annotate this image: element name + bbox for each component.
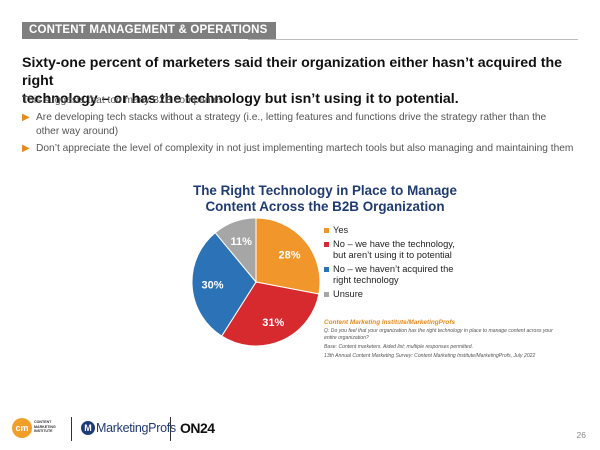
legend-label: Unsure <box>333 288 363 299</box>
pie-slice-label: 11% <box>231 236 253 248</box>
pie-slice <box>191 231 257 337</box>
bullet-line-2: other way around) <box>36 126 119 137</box>
pie-slice <box>214 217 257 284</box>
chart-title-line-1: The Right Technology in Place to Manage <box>193 183 457 198</box>
headline-line-1: Sixty-one percent of marketers said thei… <box>22 55 563 89</box>
legend-label-line-2: but aren’t using it to potential <box>333 250 452 260</box>
bullet-item: ▶ Are developing tech stacks without a s… <box>22 111 582 139</box>
source-notes: Content Marketing Institute/MarketingPro… <box>324 319 564 362</box>
pie-slice-label: 30% <box>202 280 224 292</box>
page-number: 26 <box>576 430 586 440</box>
survey-base: Base: Content marketers. Aided list; mul… <box>324 344 474 350</box>
cmi-logo-icon: cm <box>12 418 32 438</box>
pie-slice-label: 31% <box>262 317 284 329</box>
chart-legend: Yes No – we have the technology, but are… <box>324 225 464 302</box>
pie-slice-label: 28% <box>279 249 301 261</box>
source-title: Content Marketing Institute/MarketingPro… <box>324 319 456 326</box>
bullet-list: ▶ Are developing tech stacks without a s… <box>22 111 582 159</box>
chart-title-line-2: Content Across the B2B Organization <box>205 199 445 214</box>
section-divider <box>248 39 578 40</box>
legend-swatch <box>324 241 329 247</box>
legend-swatch <box>324 266 329 272</box>
legend-item-not-acquired: No – we haven’t acquired the right techn… <box>324 264 464 287</box>
on24-logo: ON24 <box>180 420 215 436</box>
marketingprofs-logo-text: MarketingProfs <box>96 421 176 435</box>
legend-label: Yes <box>333 225 349 235</box>
legend-item-not-using: No – we have the technology, but aren’t … <box>324 239 464 262</box>
play-arrow-icon: ▶ <box>22 143 30 154</box>
pie-slice <box>255 217 321 295</box>
survey-question: Q: Do you feel that your organization ha… <box>324 328 553 341</box>
legend-swatch <box>324 228 329 233</box>
survey-citation: 13th Annual Content Marketing Survey: Co… <box>324 353 536 359</box>
chart-title: The Right Technology in Place to Manage … <box>175 183 475 215</box>
section-label: CONTENT MANAGEMENT & OPERATIONS <box>22 22 276 39</box>
legend-label-line-1: No – we haven’t acquired the <box>333 263 454 274</box>
headline-line-2: technology – or has the technology but i… <box>22 91 459 107</box>
logo-divider <box>71 417 72 441</box>
intro-text: This suggests that too many B2B companie… <box>22 95 227 106</box>
legend-item-yes: Yes <box>324 225 464 237</box>
legend-swatch <box>324 291 329 297</box>
legend-label-line-2: right technology <box>333 275 399 285</box>
cmi-logo-text: CONTENT MARKETING INSTITUTE <box>34 420 56 433</box>
bullet-line-1: Don’t appreciate the level of complexity… <box>36 143 574 154</box>
bullet-line-1: Are developing tech stacks without a str… <box>36 112 547 123</box>
headline: Sixty-one percent of marketers said thei… <box>22 54 582 108</box>
legend-item-unsure: Unsure <box>324 289 464 301</box>
play-arrow-icon: ▶ <box>22 112 30 123</box>
legend-label-line-1: No – we have the technology, <box>333 238 455 249</box>
marketingprofs-logo-icon: M <box>81 421 95 435</box>
logo-divider <box>170 417 171 441</box>
bullet-item: ▶ Don’t appreciate the level of complexi… <box>22 142 582 156</box>
